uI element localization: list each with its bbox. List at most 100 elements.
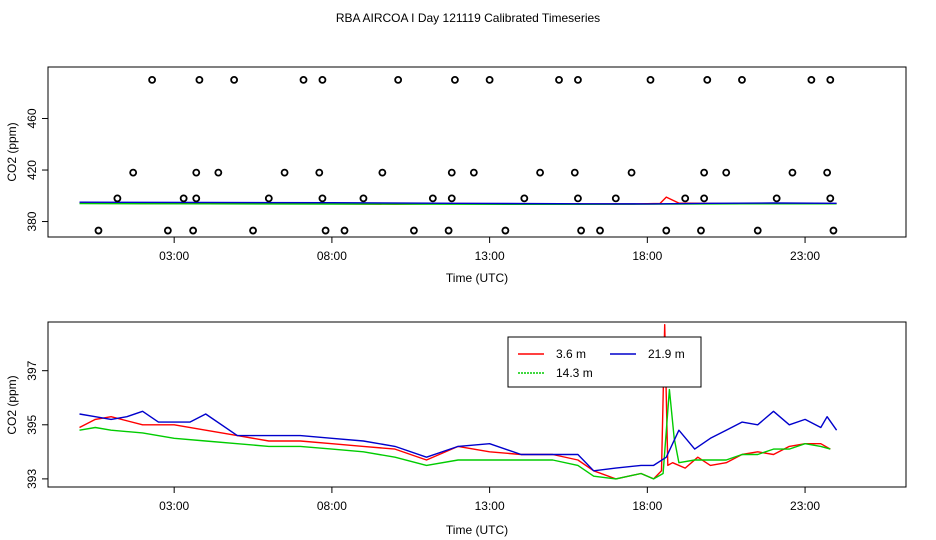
scatter-point	[807, 75, 816, 84]
scatter-point	[359, 194, 368, 203]
scatter-point	[163, 226, 172, 235]
scatter-point	[410, 226, 418, 235]
bottom-x-axis-label: Time (UTC)	[446, 523, 508, 537]
top-y-axis-label: CO2 (ppm)	[5, 122, 19, 181]
bottom-plot-frame	[47, 321, 907, 488]
scatter-point	[148, 75, 156, 84]
scatter-point	[195, 75, 204, 84]
legend: 3.6 m 21.9 m 14.3 m	[507, 336, 702, 388]
scatter-point	[94, 226, 103, 235]
bottom-series-lines	[79, 324, 838, 480]
scatter-point	[315, 168, 324, 177]
scatter-point	[264, 194, 273, 203]
scatter-point	[826, 75, 835, 84]
scatter-point	[823, 168, 832, 177]
scatter-point	[444, 226, 453, 235]
scatter-point	[394, 75, 403, 84]
scatter-point	[681, 194, 690, 203]
scatter-point	[280, 168, 289, 177]
scatter-point	[447, 168, 456, 177]
scatter-point	[230, 75, 239, 84]
top-plot-frame	[47, 66, 907, 238]
scatter-point	[662, 226, 671, 235]
top-x-axis: 03:00 08:00 13:00 18:00 23:00	[159, 237, 820, 263]
scatter-point	[520, 194, 529, 203]
scatter-point	[113, 194, 122, 203]
scatter-point	[826, 194, 835, 203]
scatter-point	[574, 75, 582, 84]
bottom-panel: 03:00 08:00 13:00 18:00 23:00 393 395 397 Time…	[5, 321, 907, 537]
legend-label-14-3m: 14.3 m	[556, 366, 593, 380]
x-tick-label: 03:00	[159, 499, 189, 513]
figure-title: RBA AIRCOA I Day 121119 Calibrated Times…	[336, 11, 600, 25]
scatter-point	[577, 226, 585, 235]
scatter-point	[611, 194, 620, 203]
series-line-21-9-m	[79, 410, 838, 472]
scatter-point	[788, 168, 797, 177]
scatter-point	[469, 168, 478, 177]
top-scatter-points	[94, 75, 838, 235]
y-tick-label: 380	[25, 211, 39, 231]
scatter-point	[192, 168, 201, 177]
scatter-point	[772, 194, 781, 203]
scatter-point	[378, 168, 387, 177]
legend-box	[507, 336, 702, 388]
scatter-point	[570, 168, 579, 177]
x-tick-label: 18:00	[632, 499, 662, 513]
scatter-point	[318, 75, 327, 84]
x-tick-label: 13:00	[475, 499, 505, 513]
scatter-point	[214, 168, 223, 177]
scatter-point	[703, 75, 712, 84]
bottom-y-axis-label: CO2 (ppm)	[5, 375, 19, 434]
scatter-point	[340, 226, 349, 235]
x-tick-label: 23:00	[790, 499, 820, 513]
x-tick-label: 08:00	[317, 249, 347, 263]
scatter-point	[700, 194, 709, 203]
x-tick-label: 08:00	[317, 499, 347, 513]
scatter-point	[574, 194, 582, 203]
scatter-point	[299, 75, 308, 84]
scatter-point	[555, 75, 563, 84]
y-tick-label: 420	[25, 160, 39, 180]
scatter-point	[596, 226, 604, 235]
scatter-point	[321, 226, 330, 235]
scatter-point	[646, 75, 655, 84]
scatter-point	[249, 226, 257, 235]
scatter-point	[189, 226, 198, 235]
scatter-point	[192, 194, 201, 203]
scatter-point	[627, 168, 636, 177]
y-tick-label: 395	[25, 414, 39, 434]
series-line-21-9-m	[79, 201, 837, 205]
scatter-point	[700, 168, 709, 177]
x-tick-label: 23:00	[790, 249, 820, 263]
x-tick-label: 18:00	[632, 249, 662, 263]
y-tick-label: 393	[25, 469, 39, 489]
top-panel: 03:00 08:00 13:00 18:00 23:00 380 420 460 Time…	[5, 66, 907, 285]
y-tick-label: 397	[25, 360, 39, 380]
x-tick-label: 13:00	[475, 249, 505, 263]
series-line-14-3-m	[79, 388, 831, 480]
x-tick-label: 03:00	[159, 249, 189, 263]
scatter-point	[722, 168, 731, 177]
scatter-point	[318, 194, 327, 203]
legend-label-3-6m: 3.6 m	[556, 347, 586, 361]
scatter-point	[451, 75, 459, 84]
scatter-point	[447, 194, 456, 203]
scatter-point	[179, 194, 188, 203]
top-x-axis-label: Time (UTC)	[446, 271, 508, 285]
scatter-point	[829, 226, 838, 235]
scatter-point	[697, 226, 705, 235]
scatter-point	[501, 226, 510, 235]
top-series-lines	[79, 196, 837, 206]
scatter-point	[536, 168, 544, 177]
scatter-point	[129, 168, 138, 177]
top-y-axis: 380 420 460	[25, 108, 48, 232]
legend-label-21-9m: 21.9 m	[648, 347, 685, 361]
y-tick-label: 460	[25, 108, 39, 128]
scatter-point	[485, 75, 494, 84]
bottom-x-axis: 03:00 08:00 13:00 18:00 23:00	[159, 487, 820, 513]
series-line-3-6-m	[79, 324, 831, 480]
scatter-point	[428, 194, 437, 203]
bottom-y-axis: 393 395 397	[25, 360, 48, 489]
